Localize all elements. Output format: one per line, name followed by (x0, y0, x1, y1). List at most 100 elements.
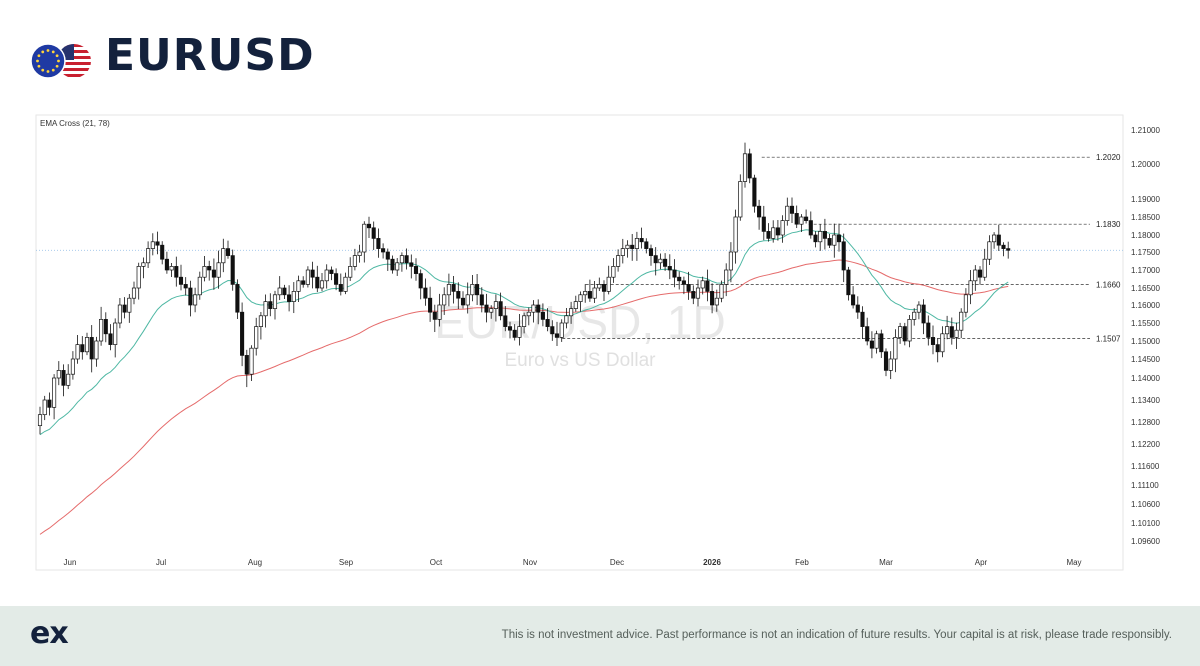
candle-body (822, 231, 827, 239)
candle-body (771, 227, 776, 239)
candle-body (164, 258, 169, 271)
candle (399, 252, 404, 272)
candle-body (446, 284, 451, 296)
candle (498, 292, 503, 321)
candle (362, 221, 367, 263)
candle-body (531, 304, 536, 313)
candle (211, 258, 216, 290)
candle (489, 305, 494, 319)
candle-body (935, 344, 940, 353)
candle (160, 241, 165, 265)
candle-body (691, 291, 696, 299)
eu-star (36, 59, 39, 63)
candle (174, 256, 179, 287)
candle (197, 271, 202, 300)
candle (714, 289, 719, 312)
candle-body (89, 337, 94, 360)
candle (446, 273, 451, 307)
candle-body (663, 258, 668, 267)
x-tick-label: Jul (156, 558, 166, 567)
candle (526, 307, 531, 326)
candle (592, 281, 597, 304)
y-tick-label: 1.13400 (1131, 396, 1160, 405)
candle-body (42, 399, 47, 416)
candle-body (240, 311, 245, 356)
brand-logo[interactable]: ex (30, 616, 69, 651)
candle-body (921, 304, 926, 324)
candle-body (315, 276, 320, 289)
candle-body (677, 276, 682, 282)
candle-body (949, 326, 954, 338)
candle-body (437, 304, 442, 320)
candle (719, 280, 724, 303)
candle-body (695, 287, 701, 299)
candle (888, 351, 893, 380)
candle (644, 238, 649, 254)
candle-body (808, 220, 813, 236)
candle (893, 329, 898, 373)
candle (113, 318, 118, 358)
candle-body (982, 258, 987, 278)
candle-body (178, 276, 184, 285)
candle (865, 317, 870, 346)
candle (959, 308, 964, 339)
candle (460, 291, 466, 309)
candle (263, 294, 268, 328)
candle-body (399, 255, 404, 264)
candle (973, 265, 978, 291)
candle (385, 248, 390, 271)
candle (573, 295, 578, 312)
candle (738, 174, 743, 221)
candle-body (987, 241, 992, 260)
candle (493, 294, 498, 322)
candle-body (268, 301, 273, 309)
candle (188, 280, 193, 317)
candle-body (578, 294, 583, 302)
candle-body (959, 311, 964, 331)
candle (52, 374, 57, 420)
candle-body (287, 294, 292, 302)
price-chart[interactable]: EMA Cross (21, 78) EUR/USD, 1D Euro vs U… (0, 110, 1200, 580)
candle (366, 216, 372, 238)
candle-body (898, 326, 903, 338)
candle (37, 406, 43, 435)
candle-body (554, 333, 560, 338)
candle (272, 290, 278, 320)
candle-body (902, 326, 907, 342)
x-tick-label: Oct (430, 558, 443, 567)
candle (268, 293, 273, 317)
candle (230, 249, 235, 291)
candle (559, 319, 564, 342)
candle-body (597, 284, 602, 289)
y-tick-label: 1.15500 (1131, 319, 1160, 328)
candle-body (869, 340, 874, 349)
candle-body (211, 269, 216, 278)
candle-body (155, 241, 160, 246)
candle-body (719, 284, 724, 299)
candle (56, 361, 61, 386)
candle (254, 317, 259, 356)
candle-body (846, 269, 851, 296)
candle-body (376, 238, 381, 249)
chart-area[interactable]: EMA Cross (21, 78) EUR/USD, 1D Euro vs U… (0, 110, 1200, 580)
candle-body (409, 262, 414, 267)
candle-body (291, 291, 296, 302)
candle (512, 324, 517, 341)
candle (470, 274, 475, 302)
candle-body (818, 231, 823, 243)
candle (277, 276, 282, 301)
y-tick-label: 1.19000 (1131, 195, 1160, 204)
candle-body (432, 311, 437, 320)
candle-body (141, 262, 146, 267)
candle (742, 142, 748, 188)
candle (249, 345, 254, 381)
candle-body (714, 297, 719, 306)
candle (108, 324, 113, 351)
candle (601, 280, 607, 302)
candle (183, 277, 188, 296)
candle (616, 249, 621, 272)
candle (150, 233, 155, 256)
candle (587, 279, 592, 302)
candle (550, 320, 555, 341)
candle-body (545, 319, 550, 327)
